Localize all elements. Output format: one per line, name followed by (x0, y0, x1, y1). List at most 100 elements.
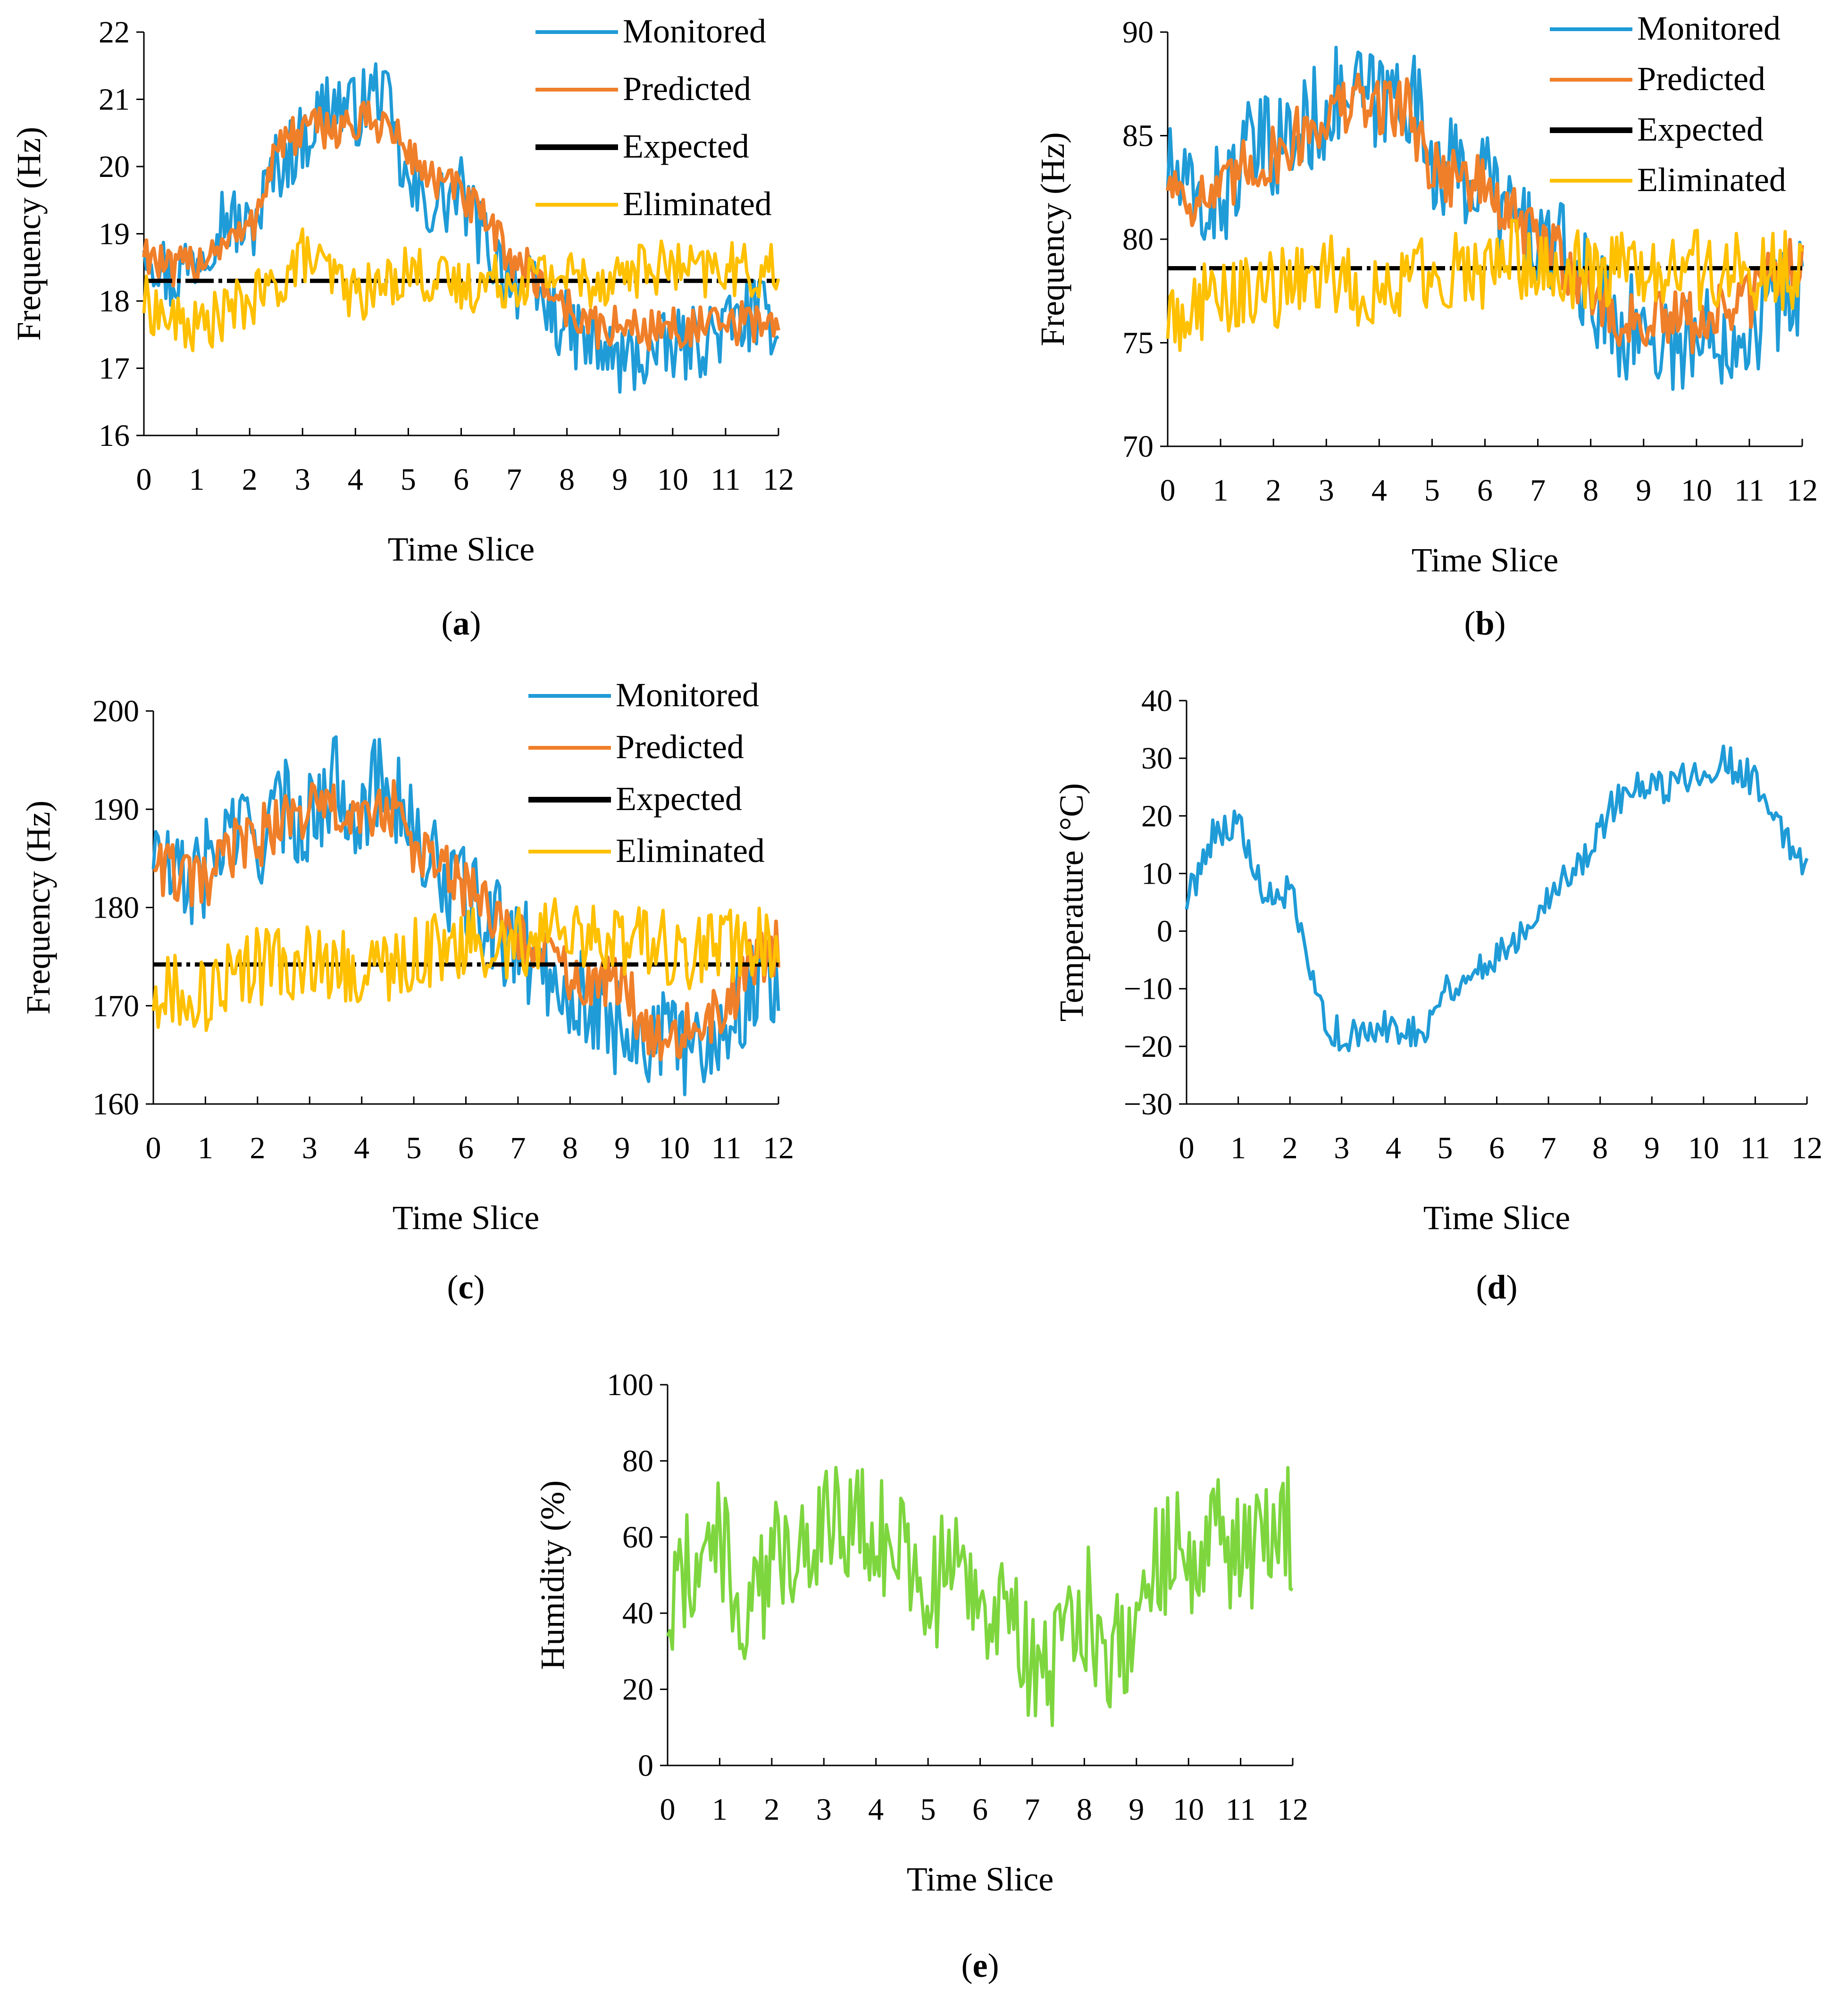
legend-label-predicted: Predicted (616, 728, 744, 766)
x-tick-label: 9 (1636, 473, 1651, 508)
x-tick-label: 12 (1277, 1792, 1308, 1827)
panel-caption: (b) (1464, 604, 1505, 642)
x-tick-label: 5 (406, 1131, 422, 1165)
legend-label-eliminated: Eliminated (623, 185, 772, 223)
y-tick-label: 17 (99, 351, 130, 386)
y-tick-label: 180 (92, 891, 139, 925)
y-tick-label: 22 (99, 15, 130, 50)
series-line-eliminated (1166, 218, 1804, 352)
x-axis-title: Time Slice (388, 530, 535, 568)
x-tick-label: 0 (1179, 1131, 1195, 1165)
series-line-eliminated (142, 227, 780, 352)
x-tick-label: 2 (1266, 473, 1281, 508)
x-tick-label: 6 (1489, 1131, 1505, 1165)
x-tick-label: 3 (295, 462, 310, 497)
x-tick-label: 9 (614, 1131, 630, 1165)
y-tick-label: 170 (92, 989, 139, 1023)
x-tick-label: 1 (189, 462, 205, 497)
x-tick-label: 0 (136, 462, 152, 497)
x-axis-title: Time Slice (1423, 1199, 1570, 1237)
x-tick-label: 2 (764, 1792, 779, 1827)
legend-label-eliminated: Eliminated (1637, 161, 1786, 199)
x-tick-label: 3 (816, 1792, 832, 1827)
legend-label-expected: Expected (1637, 110, 1764, 148)
y-tick-label: 80 (1122, 222, 1154, 257)
x-tick-label: 11 (711, 462, 741, 497)
x-tick-label: 2 (242, 462, 258, 497)
x-tick-label: 6 (1477, 473, 1493, 508)
legend-label-monitored: Monitored (1637, 9, 1781, 47)
legend-label-monitored: Monitored (616, 676, 759, 714)
x-tick-label: 1 (1230, 1131, 1246, 1165)
x-tick-label: 12 (1791, 1131, 1823, 1165)
x-axis-title: Time Slice (1412, 541, 1558, 579)
x-tick-label: 12 (763, 462, 794, 497)
legend-label-eliminated: Eliminated (616, 832, 765, 870)
y-tick-label: 20 (1141, 799, 1172, 833)
legend-label-expected: Expected (616, 780, 742, 818)
x-tick-label: 4 (1386, 1131, 1401, 1165)
x-tick-label: 10 (1173, 1792, 1204, 1827)
y-tick-label: 21 (99, 83, 130, 117)
x-tick-label: 5 (1437, 1131, 1453, 1165)
y-tick-label: 40 (622, 1596, 653, 1631)
x-tick-label: 6 (972, 1792, 988, 1827)
x-tick-label: 11 (711, 1131, 742, 1165)
panel-caption: (d) (1476, 1268, 1517, 1306)
x-tick-label: 2 (250, 1131, 265, 1165)
x-tick-label: 1 (198, 1131, 213, 1165)
x-tick-label: 10 (657, 462, 688, 497)
x-tick-label: 10 (1681, 473, 1712, 508)
x-tick-label: 1 (1213, 473, 1229, 508)
x-tick-label: 7 (510, 1131, 526, 1165)
x-tick-label: 7 (1530, 473, 1546, 508)
series-line-temperature (1185, 744, 1809, 1053)
y-tick-label: 16 (99, 418, 130, 453)
x-tick-label: 0 (660, 1792, 676, 1827)
y-tick-label: 60 (622, 1520, 653, 1555)
x-tick-label: 12 (1787, 473, 1818, 508)
y-axis-title: Frequency (Hz) (19, 801, 57, 1015)
x-axis-title: Time Slice (907, 1860, 1054, 1898)
y-tick-label: 40 (1141, 684, 1172, 718)
y-tick-label: 85 (1122, 119, 1154, 153)
y-tick-label: 80 (622, 1444, 653, 1478)
x-tick-label: 4 (354, 1131, 369, 1165)
x-tick-label: 4 (348, 462, 363, 497)
x-tick-label: 8 (1077, 1792, 1092, 1827)
panel-caption: (a) (442, 604, 481, 642)
x-tick-label: 7 (1541, 1131, 1556, 1165)
legend-label-predicted: Predicted (623, 70, 751, 108)
x-tick-label: 8 (1592, 1131, 1608, 1165)
x-tick-label: 3 (302, 1131, 318, 1165)
x-tick-label: 8 (559, 462, 575, 497)
y-tick-label: 30 (1141, 741, 1172, 776)
series-line-predicted (142, 100, 780, 352)
y-tick-label: 18 (99, 284, 130, 318)
y-tick-label: 20 (622, 1673, 653, 1707)
y-tick-label: 160 (92, 1087, 139, 1121)
y-tick-label: 90 (1122, 15, 1154, 50)
y-tick-label: 200 (92, 694, 139, 728)
x-tick-label: 6 (458, 1131, 474, 1165)
series-line-humidity (666, 1465, 1294, 1727)
x-tick-label: 3 (1334, 1131, 1349, 1165)
x-tick-label: 0 (1160, 473, 1176, 508)
x-tick-label: 11 (1734, 473, 1764, 508)
x-tick-label: 7 (506, 462, 522, 497)
y-tick-label: 19 (99, 217, 130, 251)
y-axis-title: Temperature (°C) (1053, 783, 1090, 1022)
x-tick-label: 8 (562, 1131, 578, 1165)
x-tick-label: 9 (1129, 1792, 1144, 1827)
y-tick-label: 0 (1157, 914, 1172, 949)
x-tick-label: 11 (1226, 1792, 1256, 1827)
x-tick-label: 4 (1371, 473, 1387, 508)
x-tick-label: 4 (868, 1792, 884, 1827)
y-tick-label: 70 (1122, 429, 1154, 464)
x-tick-label: 1 (712, 1792, 727, 1827)
